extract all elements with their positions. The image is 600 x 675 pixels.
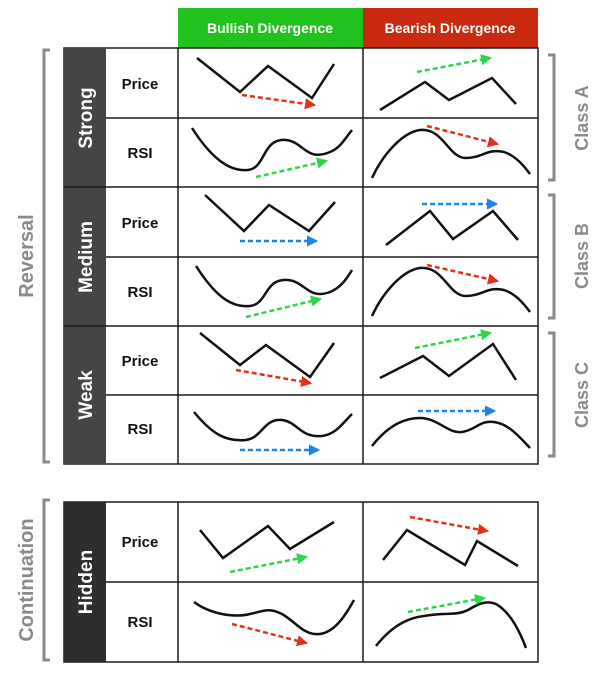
price-line — [196, 57, 336, 100]
reversal-table — [63, 47, 539, 465]
group-label-weak: Weak — [76, 370, 97, 420]
green-arrow — [407, 594, 487, 614]
row-label-price: Price — [122, 353, 159, 370]
price-line — [199, 520, 335, 560]
row-label-price: Price — [122, 76, 159, 93]
rsi-curve — [370, 266, 531, 317]
reversal-bracket — [42, 48, 50, 464]
bullish-header — [178, 8, 363, 48]
rsi-curve — [190, 127, 353, 172]
row-label-price: Price — [122, 534, 159, 551]
class-b-bracket — [548, 193, 556, 320]
reversal-label: Reversal — [16, 214, 38, 297]
red-arrow — [241, 93, 317, 110]
green-arrow — [255, 157, 329, 179]
continuation-label: Continuation — [16, 518, 38, 641]
red-arrow — [235, 368, 313, 387]
group-medium-cell — [64, 187, 106, 326]
bullish-header-label: Bullish Divergence — [207, 20, 333, 36]
rsi-curve — [375, 601, 528, 649]
price-line — [379, 342, 518, 381]
reversal-table-frame — [63, 47, 539, 465]
green-arrow — [229, 553, 309, 574]
price-line — [204, 194, 336, 233]
continuation-table — [63, 501, 539, 663]
price-line — [382, 528, 519, 568]
price-line — [385, 209, 519, 246]
rsi-curve — [371, 416, 531, 449]
class-a-bracket — [548, 53, 556, 182]
rsi-curve — [193, 411, 353, 442]
group-strong-cell — [64, 48, 106, 187]
bearish-header — [363, 8, 538, 48]
row-label-rsi: RSI — [127, 421, 152, 438]
row-label-rsi: RSI — [127, 145, 152, 162]
group-weak-cell — [64, 326, 106, 464]
rsi-curve — [194, 265, 354, 308]
group-label-hidden: Hidden — [76, 550, 97, 614]
continuation-bracket — [42, 498, 50, 662]
rsi-curve — [193, 599, 356, 636]
row-label-price: Price — [122, 215, 159, 232]
red-arrow — [426, 124, 500, 148]
red-arrow — [409, 515, 490, 535]
group-label-medium: Medium — [76, 221, 97, 293]
red-arrow — [231, 622, 309, 647]
class-b-label: Class B — [572, 223, 592, 289]
rsi-curve — [370, 128, 531, 179]
green-arrow — [414, 329, 493, 350]
group-label-strong: Strong — [76, 87, 97, 148]
row-label-rsi: RSI — [127, 614, 152, 631]
class-c-bracket — [548, 331, 556, 458]
red-arrow — [426, 263, 500, 285]
group-hidden-cell — [64, 502, 106, 662]
class-c-label: Class C — [572, 362, 592, 428]
price-line — [199, 332, 336, 379]
green-arrow — [245, 295, 323, 319]
class-a-label: Class A — [572, 85, 592, 150]
price-line — [379, 76, 517, 112]
row-label-rsi: RSI — [127, 284, 152, 301]
bearish-header-label: Bearish Divergence — [385, 20, 516, 36]
green-arrow — [416, 54, 493, 74]
